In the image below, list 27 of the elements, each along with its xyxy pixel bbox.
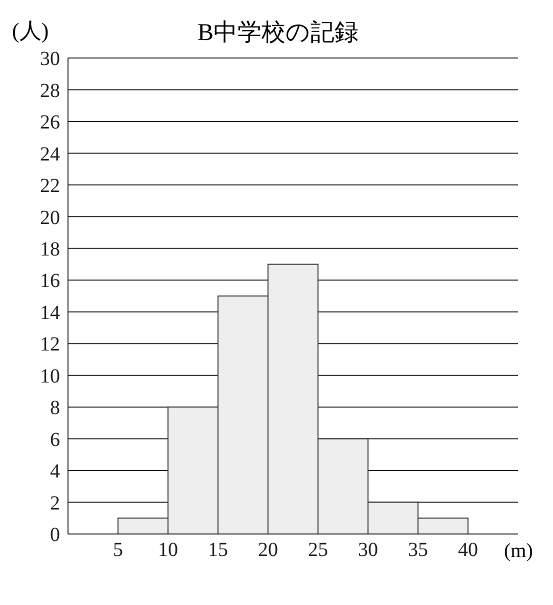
x-tick-label: 20	[258, 539, 278, 562]
y-tick-label: 26	[40, 112, 60, 134]
y-tick-label: 4	[50, 460, 60, 483]
y-tick-label: 6	[50, 428, 60, 451]
y-tick-label: 0	[50, 524, 60, 546]
y-tick-label: 10	[40, 365, 60, 388]
x-tick-label: 40	[458, 539, 478, 562]
x-axis-title: (m)	[504, 540, 533, 563]
y-tick-label: 20	[40, 206, 60, 229]
x-tick-label: 5	[113, 539, 123, 562]
x-tick-label: 30	[358, 539, 378, 562]
x-tick-label: 35	[408, 539, 428, 562]
y-tick-label: 30	[40, 48, 60, 70]
x-tick-label: 10	[158, 539, 178, 562]
chart-title: B中学校の記録	[197, 20, 358, 46]
y-tick-label: 14	[40, 302, 60, 324]
y-tick-label: 24	[40, 143, 60, 166]
y-axis-title: (人)	[12, 17, 49, 45]
y-tick-label: 12	[40, 334, 60, 356]
y-tick-label: 8	[50, 397, 60, 420]
y-tick-label: 18	[40, 238, 60, 260]
x-tick-label: 15	[208, 539, 228, 562]
y-tick-label: 16	[40, 270, 60, 292]
y-tick-label: 28	[40, 80, 60, 102]
x-tick-label: 25	[308, 539, 328, 562]
y-tick-label: 22	[40, 175, 60, 198]
y-tick-label: 2	[50, 492, 60, 514]
